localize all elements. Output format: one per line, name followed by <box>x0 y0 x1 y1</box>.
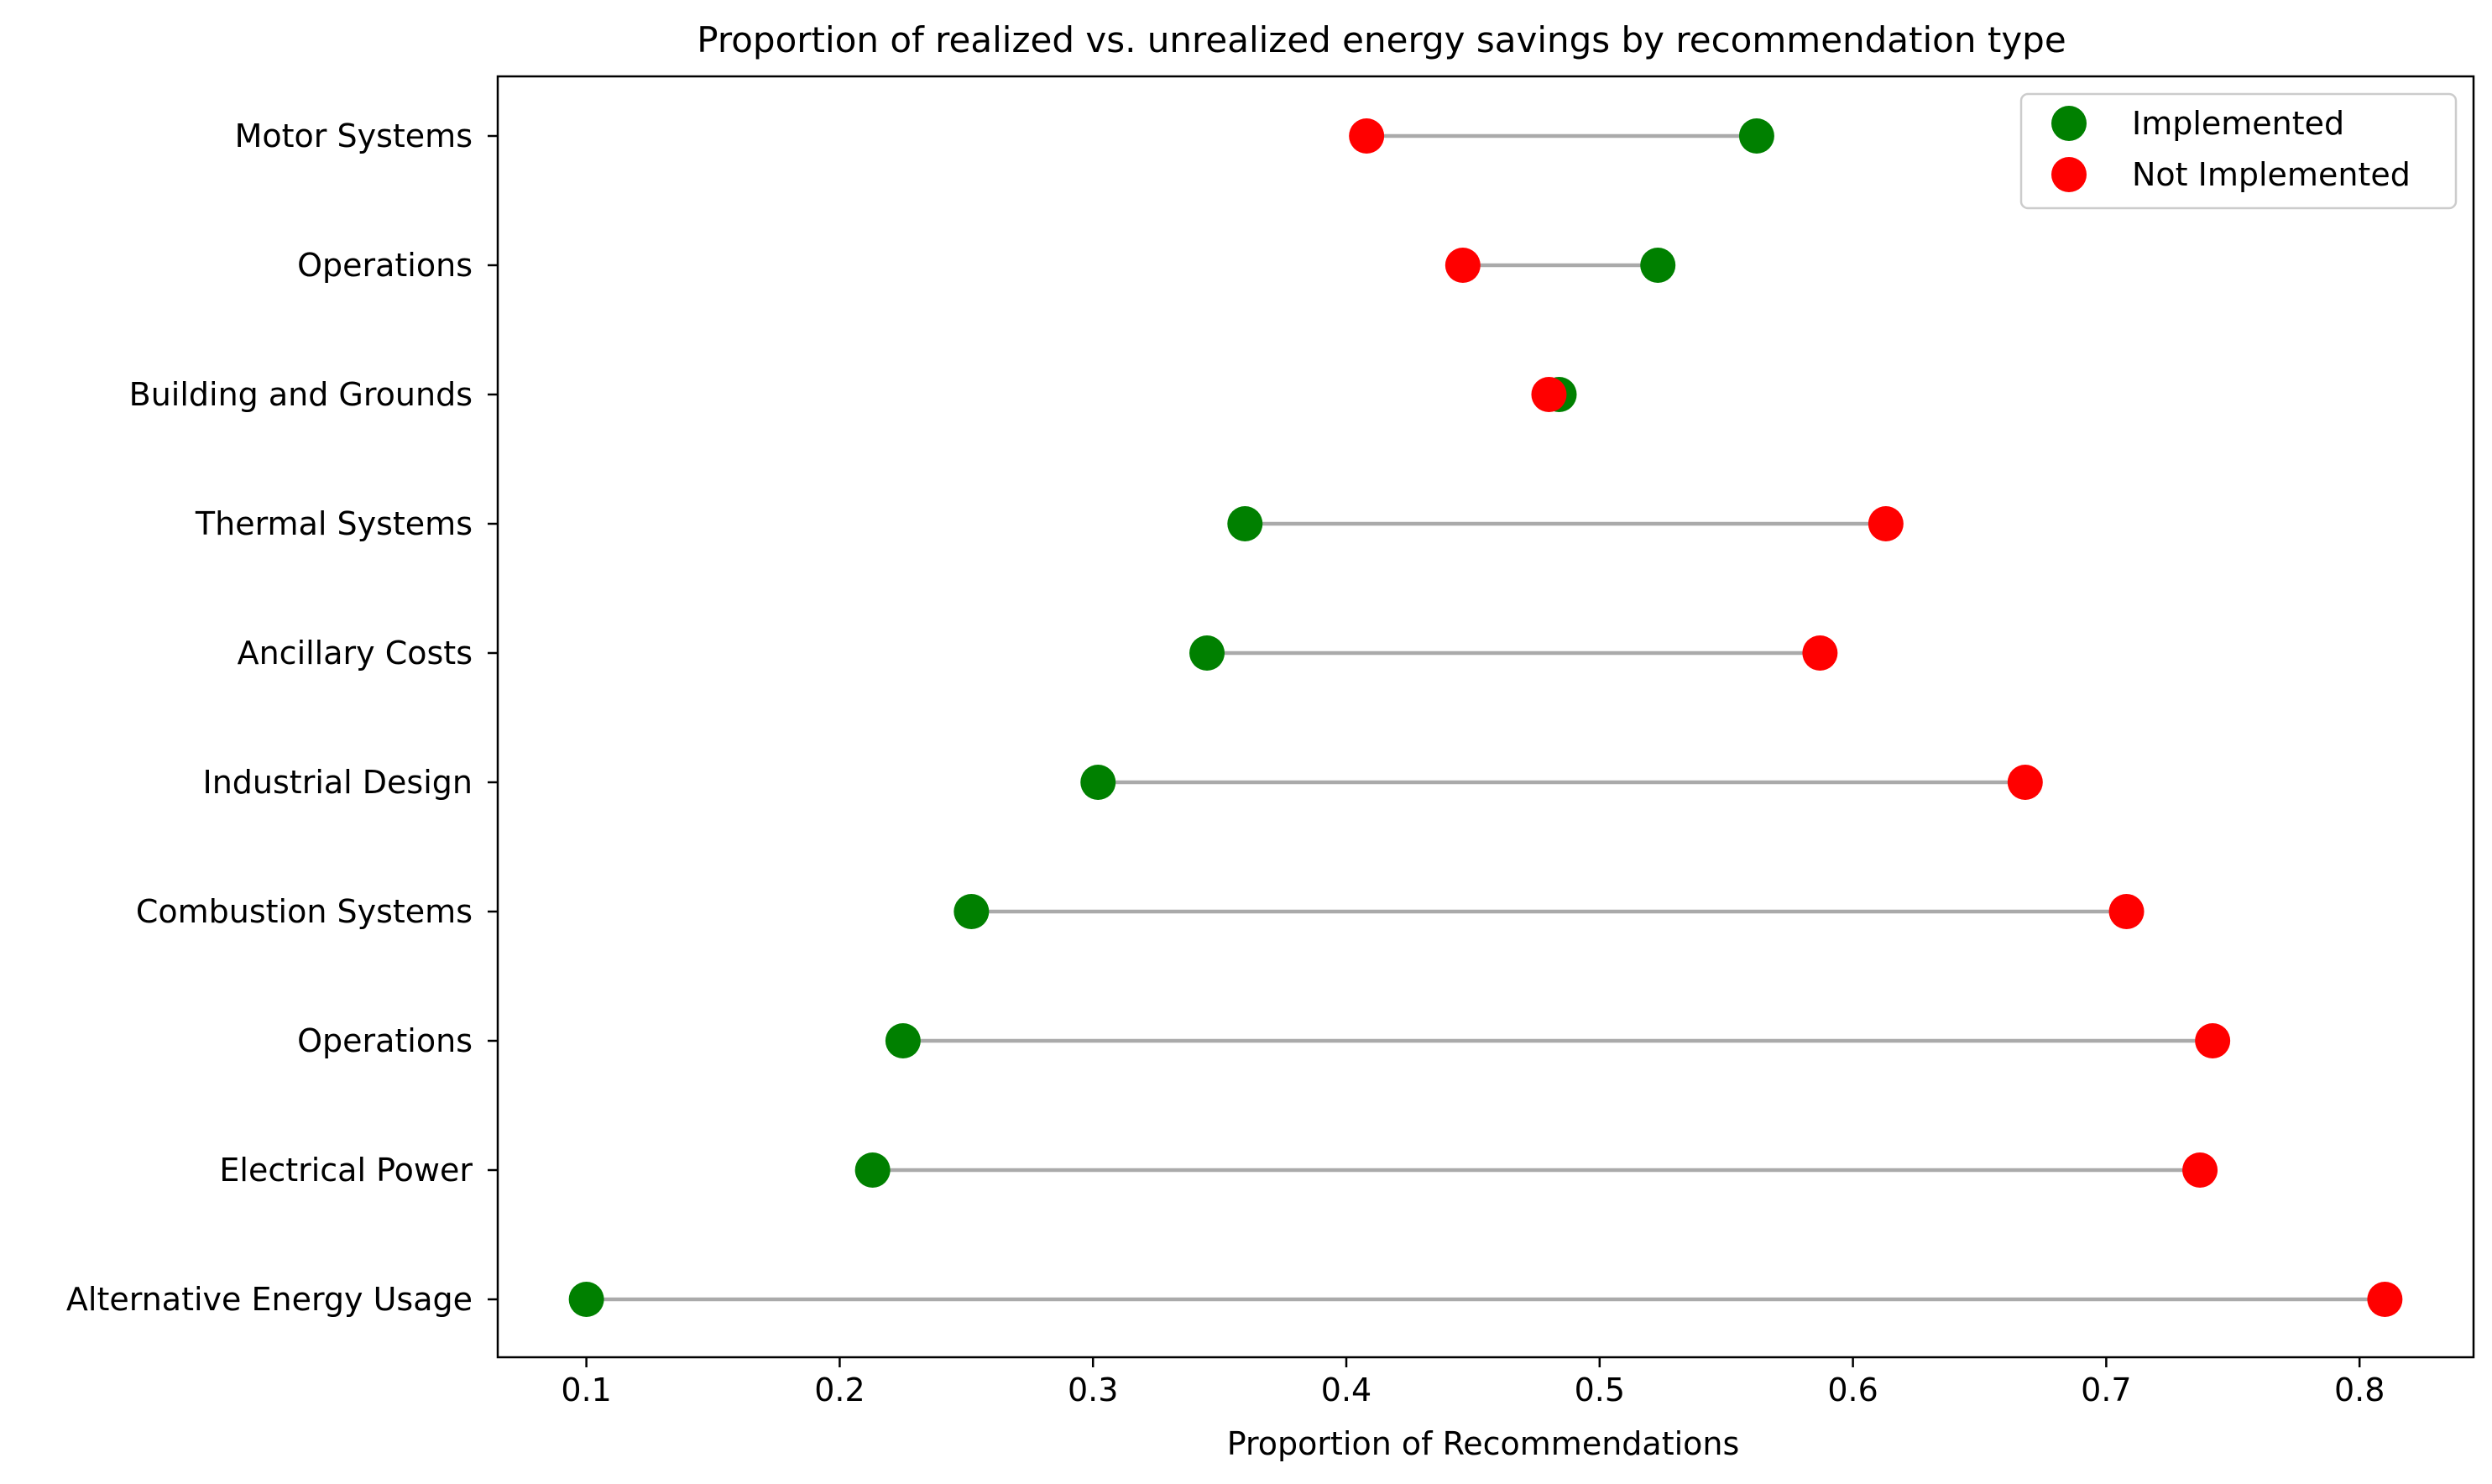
x-tick-label: 0.8 <box>2334 1372 2385 1408</box>
connector-lines <box>586 133 2385 1302</box>
y-tick-label: Motor Systems <box>235 118 473 154</box>
y-axis: Motor Systems Operations Building and Grou… <box>66 118 498 1318</box>
x-tick-label: 0.4 <box>1321 1372 1371 1408</box>
legend-label: Implemented <box>2132 105 2344 142</box>
y-tick-label: Electrical Power <box>219 1152 473 1189</box>
implemented-point <box>885 1023 921 1058</box>
x-tick-label: 0.7 <box>2081 1372 2131 1408</box>
y-tick-label: Alternative Energy Usage <box>66 1281 473 1318</box>
y-tick-label: Thermal Systems <box>195 505 473 542</box>
not-implemented-point <box>2195 1023 2231 1058</box>
legend-frame <box>2019 92 2458 210</box>
x-axis: 0.1 0.2 0.3 0.4 0.5 0.6 0.7 0.8 <box>561 1357 2385 1408</box>
implemented-point <box>1738 118 1774 154</box>
y-tick-label: Industrial Design <box>203 764 473 801</box>
x-tick-label: 0.6 <box>1827 1372 1878 1408</box>
x-tick-label: 0.3 <box>1068 1372 1118 1408</box>
not-implemented-point <box>2007 765 2043 800</box>
not-implemented-point <box>2367 1282 2403 1317</box>
legend-label: Not Implemented <box>2132 156 2411 193</box>
plot-frame <box>496 75 2475 1359</box>
y-tick-label: Operations <box>297 247 473 284</box>
x-axis-label: Proportion of Recommendations <box>1227 1425 1740 1462</box>
implemented-point <box>1189 635 1225 671</box>
implemented-point <box>1227 506 1263 541</box>
y-tick-label: Combustion Systems <box>136 893 473 930</box>
legend: Implemented Not Implemented <box>2019 92 2458 210</box>
data-points <box>568 118 2403 1317</box>
not-implemented-point <box>1802 635 1838 671</box>
not-implemented-point <box>1349 118 1385 154</box>
implemented-point <box>1080 765 1116 800</box>
x-tick-label: 0.2 <box>814 1372 865 1408</box>
x-tick-label: 0.5 <box>1575 1372 1625 1408</box>
y-tick-label: Operations <box>297 1022 473 1059</box>
not-implemented-point <box>2108 894 2145 929</box>
not-implemented-point <box>2182 1152 2218 1188</box>
implemented-point <box>568 1282 604 1317</box>
implemented-point <box>854 1152 891 1188</box>
not-implemented-point <box>1531 377 1567 412</box>
y-tick-label: Ancillary Costs <box>238 635 473 671</box>
legend-marker <box>2051 106 2087 141</box>
not-implemented-point <box>1868 506 1904 541</box>
implemented-point <box>1640 248 1676 283</box>
chart-title: Proportion of realized vs. unrealized en… <box>697 19 2066 60</box>
y-tick-label: Building and Grounds <box>129 376 473 413</box>
implemented-point <box>953 894 990 929</box>
legend-marker <box>2051 157 2087 192</box>
not-implemented-point <box>1445 248 1481 283</box>
x-tick-label: 0.1 <box>561 1372 611 1408</box>
